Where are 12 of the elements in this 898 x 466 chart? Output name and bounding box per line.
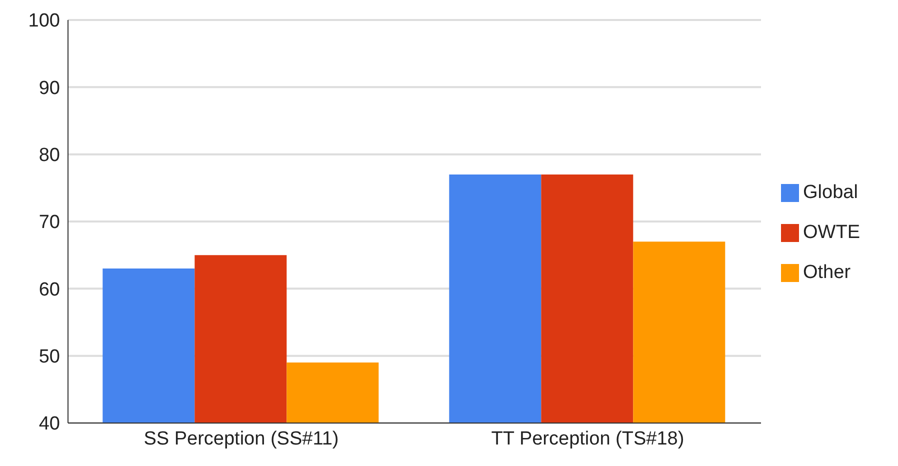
y-tick-label: 90: [38, 78, 60, 99]
legend-label: OWTE: [803, 222, 860, 243]
legend-label: Global: [803, 182, 858, 203]
y-tick-label: 50: [38, 346, 60, 368]
y-tick-label: 60: [38, 279, 60, 300]
y-tick-label: 70: [38, 212, 60, 234]
x-tick-label: SS Perception (SS#11): [144, 428, 339, 450]
y-tick-label: 40: [38, 414, 60, 435]
x-tick-label: TT Perception (TS#18): [491, 428, 684, 450]
legend-label: Other: [803, 262, 851, 283]
y-tick-label: 100: [28, 10, 60, 32]
y-tick-label: 80: [38, 145, 60, 166]
